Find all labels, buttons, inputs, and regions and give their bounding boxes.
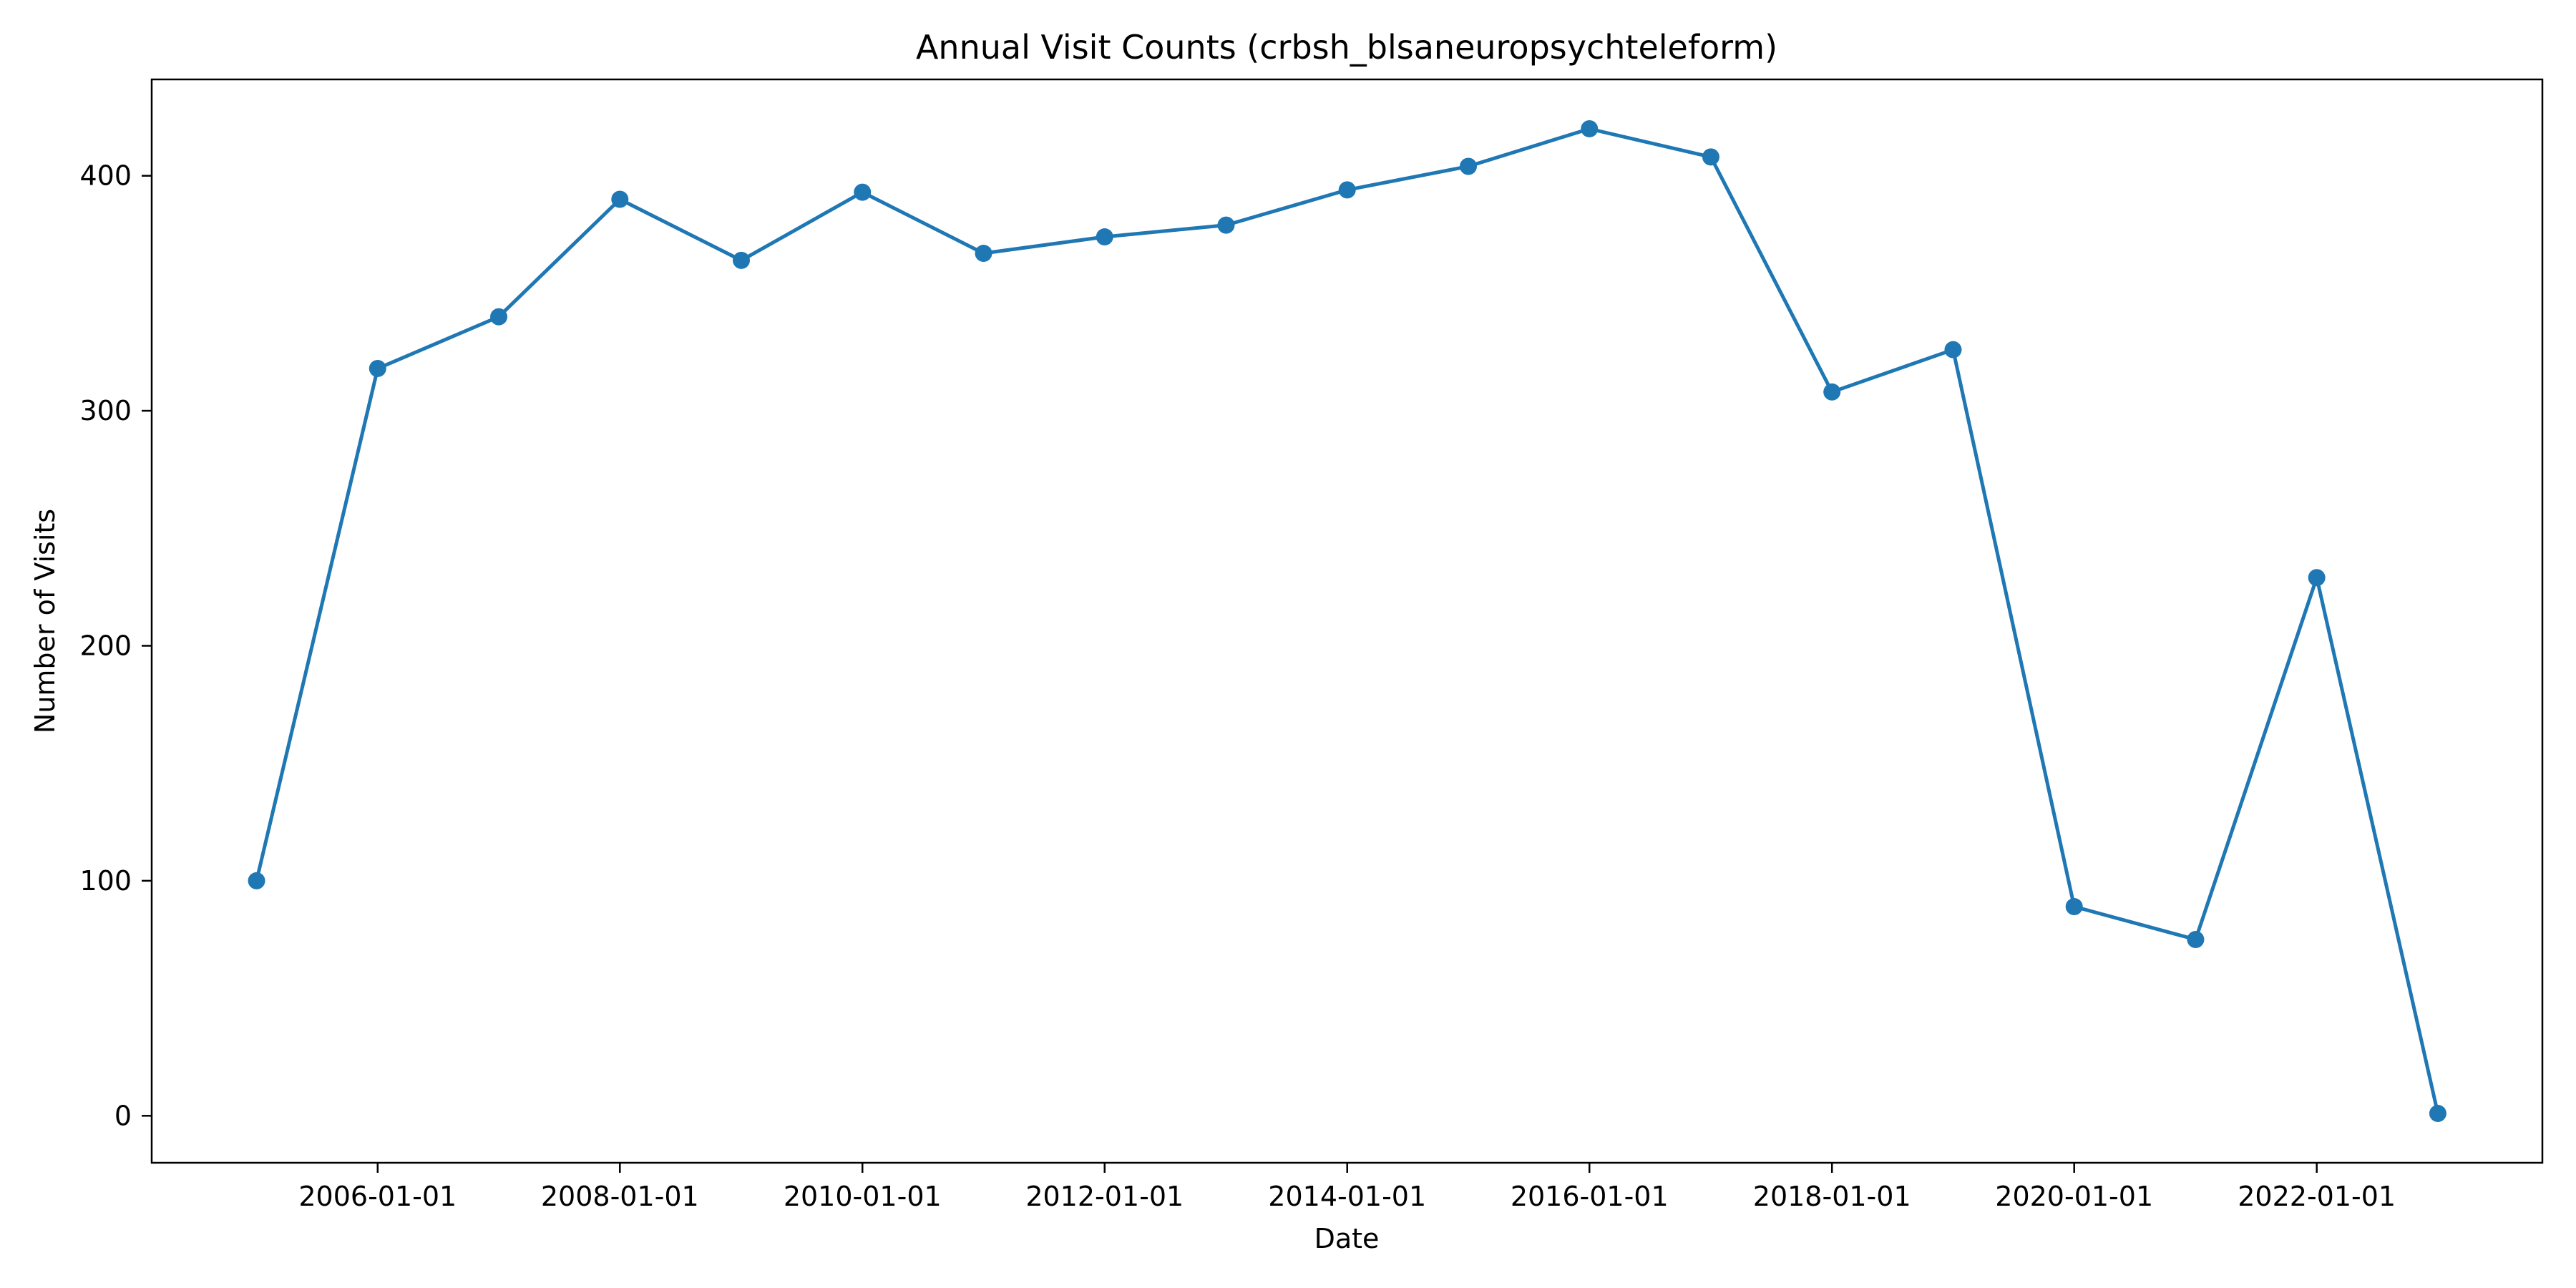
data-point (2308, 569, 2326, 587)
data-point (2065, 898, 2083, 916)
data-point (1338, 181, 1356, 199)
x-tick-label: 2016-01-01 (1511, 1181, 1669, 1212)
y-tick-label: 0 (114, 1100, 132, 1131)
y-axis-label: Number of Visits (29, 509, 61, 733)
data-point (1944, 341, 1962, 358)
x-tick-label: 2008-01-01 (541, 1181, 699, 1212)
plot-area: 2006-01-01 2008-01-01 2010-01-01 2012-01-01… (79, 78, 2544, 1212)
y-tick-label: 100 (79, 865, 132, 897)
x-tick-label: 2020-01-01 (1995, 1181, 2153, 1212)
series-line (255, 127, 2440, 1114)
data-point (1459, 157, 1477, 175)
data-point (1823, 383, 1841, 401)
x-tick-label: 2022-01-01 (2238, 1181, 2396, 1212)
data-point (854, 183, 872, 201)
data-point (975, 245, 992, 263)
data-point (733, 251, 751, 269)
data-point (248, 872, 265, 889)
x-tick-label: 2014-01-01 (1268, 1181, 1426, 1212)
plot-frame (150, 78, 2544, 1164)
x-tick-label: 2018-01-01 (1753, 1181, 1911, 1212)
x-tick-label: 2010-01-01 (784, 1181, 942, 1212)
data-point (611, 190, 629, 208)
x-axis-label: Date (1314, 1223, 1380, 1254)
x-tick-label: 2006-01-01 (298, 1181, 457, 1212)
data-point (1096, 228, 1113, 246)
data-point (2429, 1105, 2446, 1123)
data-point (1702, 148, 1719, 166)
x-tick-label: 2012-01-01 (1025, 1181, 1184, 1212)
data-point (369, 359, 386, 377)
data-point (1581, 119, 1599, 137)
data-point (2187, 931, 2205, 949)
chart-title: Annual Visit Counts (crbsh_blsaneuropsyc… (916, 28, 1777, 67)
data-point (1217, 216, 1235, 234)
y-tick-label: 200 (79, 630, 132, 661)
y-tick-label: 400 (79, 160, 132, 192)
data-point (490, 308, 508, 326)
y-tick-label: 300 (79, 395, 132, 426)
